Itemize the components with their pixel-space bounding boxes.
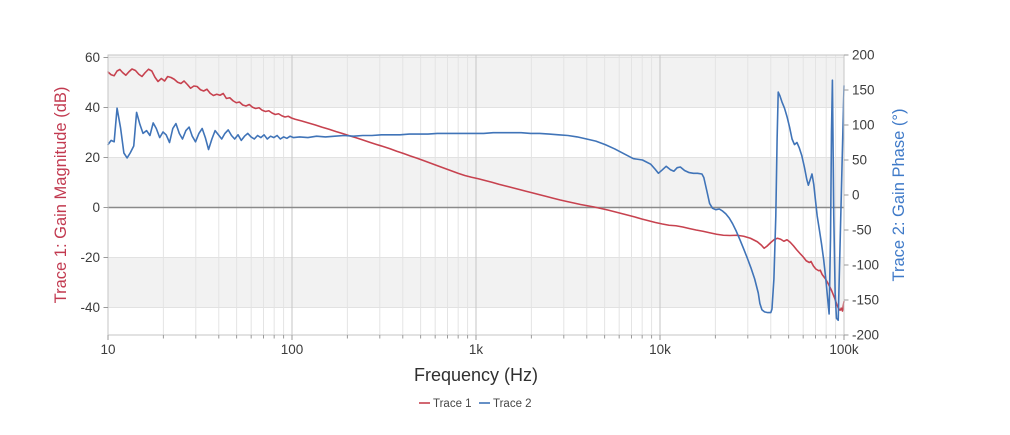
- traces: [107, 68, 845, 322]
- left-axis-title: Trace 1: Gain Magnitude (dB): [52, 87, 70, 304]
- x-tick-label: 1k: [469, 342, 484, 357]
- gridlines: [107, 55, 845, 335]
- right-tick-label: 150: [852, 83, 875, 98]
- right-tick-label: -200: [852, 328, 879, 343]
- right-tick-label: -150: [852, 293, 879, 308]
- trace-1-legend-label: Trace 1: [433, 398, 472, 410]
- left-tick-label: 20: [85, 150, 100, 165]
- right-tick-label: 50: [852, 153, 867, 168]
- right-tick-label: -100: [852, 258, 879, 273]
- x-axis-title: Frequency (Hz): [414, 365, 538, 385]
- legend: Trace 1 Trace 2: [419, 398, 532, 410]
- right-tick-label: -50: [852, 223, 872, 238]
- x-tick-label: 100k: [829, 342, 859, 357]
- left-tick-label: 60: [85, 50, 100, 65]
- trace-2-legend-label: Trace 2: [493, 398, 532, 410]
- left-tick-label: -20: [80, 250, 100, 265]
- legend-item-trace-2[interactable]: Trace 2: [479, 398, 532, 410]
- trace-1-path: [107, 68, 845, 312]
- trace-2-path: [107, 79, 845, 322]
- left-tick-label: -40: [80, 300, 100, 315]
- right-tick-label: 200: [852, 48, 875, 63]
- tick-marks-and-labels: 6040200-20-40200150100500-50-100-150-200…: [80, 48, 879, 358]
- legend-item-trace-1[interactable]: Trace 1: [419, 398, 472, 410]
- x-tick-label: 100: [281, 342, 304, 357]
- x-tick-label: 10: [100, 342, 115, 357]
- left-tick-label: 40: [85, 100, 100, 115]
- right-tick-label: 100: [852, 118, 875, 133]
- x-tick-label: 10k: [649, 342, 671, 357]
- right-tick-label: 0: [852, 188, 860, 203]
- right-axis-title: Trace 2: Gain Phase (°): [890, 109, 908, 282]
- left-tick-label: 0: [92, 200, 100, 215]
